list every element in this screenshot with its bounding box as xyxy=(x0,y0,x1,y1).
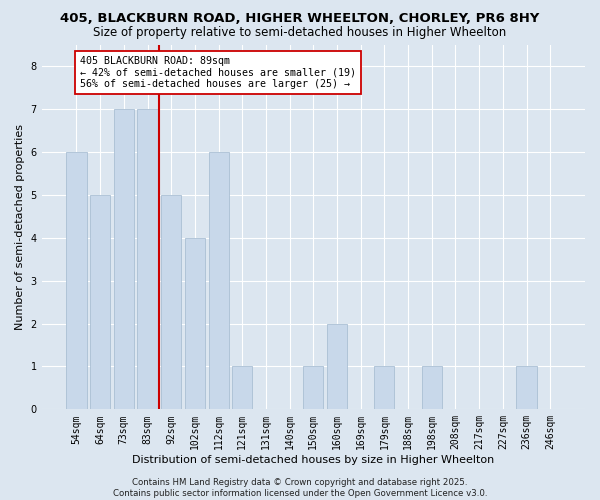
Text: Size of property relative to semi-detached houses in Higher Wheelton: Size of property relative to semi-detach… xyxy=(94,26,506,39)
Bar xyxy=(67,152,86,409)
Bar xyxy=(209,152,229,409)
Text: Contains HM Land Registry data © Crown copyright and database right 2025.
Contai: Contains HM Land Registry data © Crown c… xyxy=(113,478,487,498)
Bar xyxy=(303,366,323,410)
Bar xyxy=(137,110,158,410)
Bar xyxy=(185,238,205,410)
Bar xyxy=(517,366,536,410)
Y-axis label: Number of semi-detached properties: Number of semi-detached properties xyxy=(15,124,25,330)
Bar xyxy=(327,324,347,410)
Bar xyxy=(422,366,442,410)
Bar xyxy=(161,195,181,410)
Bar xyxy=(374,366,394,410)
Bar xyxy=(114,110,134,410)
X-axis label: Distribution of semi-detached houses by size in Higher Wheelton: Distribution of semi-detached houses by … xyxy=(132,455,494,465)
Text: 405 BLACKBURN ROAD: 89sqm
← 42% of semi-detached houses are smaller (19)
56% of : 405 BLACKBURN ROAD: 89sqm ← 42% of semi-… xyxy=(80,56,356,89)
Bar xyxy=(90,195,110,410)
Bar xyxy=(232,366,253,410)
Text: 405, BLACKBURN ROAD, HIGHER WHEELTON, CHORLEY, PR6 8HY: 405, BLACKBURN ROAD, HIGHER WHEELTON, CH… xyxy=(61,12,539,26)
